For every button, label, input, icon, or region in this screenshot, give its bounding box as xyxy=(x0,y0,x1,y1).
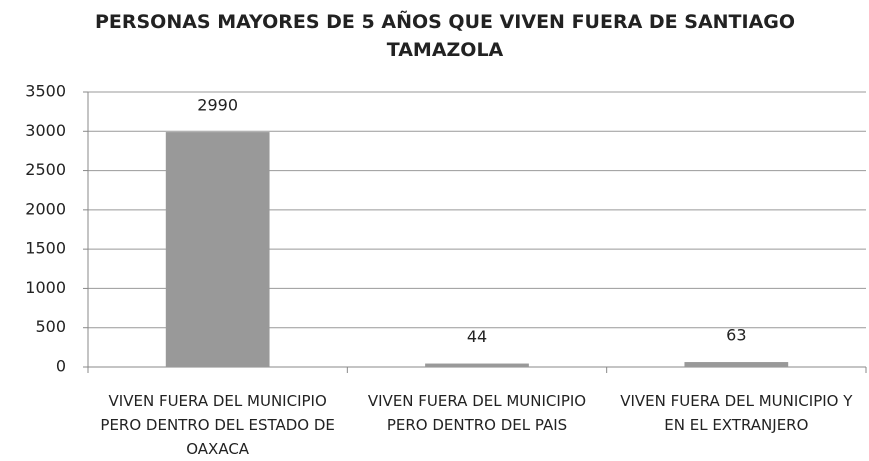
y-tick-label: 0 xyxy=(56,357,66,376)
x-tick-label: VIVEN FUERA DEL MUNICIPIO PERO DENTRO DE… xyxy=(100,392,335,458)
y-tick-label: 2500 xyxy=(25,160,66,179)
data-label: 44 xyxy=(467,327,487,346)
data-label: 2990 xyxy=(197,96,238,115)
bar xyxy=(165,132,270,367)
y-tick-label: 1500 xyxy=(25,239,66,258)
x-tick-label: VIVEN FUERA DEL MUNICIPIO Y EN EL EXTRAN… xyxy=(620,392,853,434)
bar xyxy=(425,363,529,367)
y-tick-label: 2000 xyxy=(25,199,66,218)
y-tick-label: 3000 xyxy=(25,121,66,140)
data-label: 63 xyxy=(726,326,746,345)
x-tick-label: VIVEN FUERA DEL MUNICIPIO PERO DENTRO DE… xyxy=(367,392,587,434)
chart-title: PERSONAS MAYORES DE 5 AÑOS QUE VIVEN FUE… xyxy=(94,11,796,61)
y-tick-label: 1000 xyxy=(25,278,66,297)
y-tick-label: 500 xyxy=(35,317,66,336)
y-tick-label: 3500 xyxy=(25,82,66,101)
bar xyxy=(684,362,789,367)
